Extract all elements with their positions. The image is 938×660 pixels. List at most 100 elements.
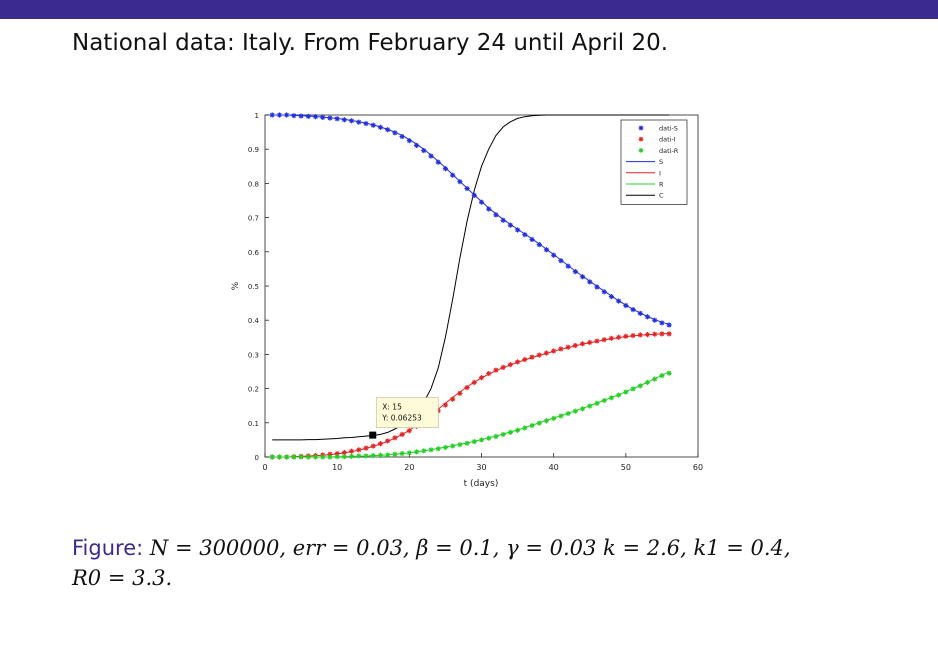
data-point-dati-R	[327, 454, 333, 460]
data-point-dati-R	[493, 433, 499, 440]
data-point-dati-S	[370, 122, 376, 128]
chart: 0 10 20 30 40 50 60 0 0.1 0.2 0.3 0.4 0.5 0.6 0.7 0.8 0.…	[231, 112, 703, 489]
legend-label-I: I	[659, 169, 661, 177]
data-point-dati-R	[276, 454, 283, 460]
data-point-dati-I	[558, 346, 564, 352]
x-tick-label: 0	[262, 463, 267, 472]
data-point-dati-R	[608, 395, 614, 401]
data-point-dati-I	[536, 352, 542, 358]
legend-marker-dati-S	[638, 125, 644, 131]
data-point-dati-R	[623, 389, 629, 395]
data-point-dati-R	[377, 452, 384, 458]
data-point-dati-R	[637, 383, 643, 389]
x-tick-label: 10	[332, 463, 342, 472]
data-point-dati-I	[616, 334, 622, 340]
data-point-dati-S	[507, 222, 513, 228]
data-point-dati-I	[637, 332, 643, 338]
data-point-dati-R	[565, 410, 571, 417]
data-point-dati-R	[630, 386, 636, 392]
data-point-dati-R	[507, 429, 513, 435]
data-point-dati-R	[298, 454, 304, 460]
datatip-marker[interactable]	[369, 431, 377, 439]
data-point-dati-S	[392, 130, 398, 136]
data-point-dati-R	[341, 454, 347, 460]
data-point-dati-R	[644, 379, 651, 386]
x-tick-label: 50	[621, 463, 631, 472]
data-point-dati-S	[579, 274, 586, 280]
x-tick-label: 20	[404, 463, 414, 472]
data-point-dati-S	[298, 113, 304, 119]
data-point-dati-I	[601, 337, 607, 343]
y-tick-label: 0	[255, 454, 259, 462]
y-tick-label: 0.7	[248, 215, 259, 223]
data-point-dati-S	[341, 117, 347, 123]
data-point-dati-I	[652, 331, 658, 337]
data-point-dati-S	[594, 284, 600, 290]
data-point-dati-I	[594, 338, 600, 344]
datatip-x-text: X: 15	[382, 403, 402, 412]
data-point-dati-R	[305, 454, 311, 460]
y-tick-label: 0.2	[248, 386, 259, 394]
data-point-dati-S	[652, 317, 658, 323]
data-point-dati-I	[579, 341, 586, 347]
data-point-dati-S	[284, 112, 290, 118]
caption-label: Figure:	[72, 536, 144, 560]
datatip[interactable]: X: 15 Y: 0.06253	[369, 397, 439, 439]
data-point-dati-S	[493, 212, 499, 218]
data-point-dati-R	[594, 400, 600, 406]
data-point-dati-R	[579, 406, 586, 412]
datatip-y-text: Y: 0.06253	[381, 414, 422, 423]
data-point-dati-R	[652, 376, 658, 382]
y-tick-label: 1	[255, 112, 259, 120]
data-point-dati-R	[536, 420, 542, 426]
legend-label-dati-R: dati-R	[659, 147, 679, 155]
data-point-dati-R	[284, 454, 290, 460]
data-point-dati-I	[450, 396, 456, 402]
y-tick-label: 0.6	[248, 249, 260, 257]
data-point-dati-R	[514, 427, 521, 433]
data-point-dati-S	[464, 185, 470, 192]
data-point-dati-I	[500, 364, 506, 370]
data-point-dati-R	[385, 452, 391, 458]
data-point-dati-S	[471, 192, 477, 198]
data-point-dati-S	[666, 322, 672, 328]
data-point-dati-S	[349, 118, 355, 124]
data-point-dati-I	[543, 350, 550, 356]
data-point-dati-R	[363, 453, 369, 459]
data-point-dati-S	[334, 116, 340, 122]
slide-title: National data: Italy. From February 24 u…	[72, 30, 669, 56]
y-tick-label: 0.5	[248, 283, 259, 291]
data-point-dati-S	[659, 320, 665, 326]
data-point-dati-S	[500, 217, 506, 223]
data-point-dati-R	[421, 448, 427, 454]
data-point-dati-R	[442, 444, 449, 451]
data-point-dati-R	[406, 450, 412, 456]
data-point-dati-S	[428, 153, 434, 159]
data-point-dati-S	[601, 289, 607, 295]
data-point-dati-R	[666, 370, 672, 376]
figure-caption: Figure: N = 300000, err = 0.03, β = 0.1,…	[72, 533, 872, 593]
data-point-dati-R	[601, 397, 607, 404]
y-tick-label: 0.8	[248, 180, 259, 188]
data-point-dati-I	[399, 431, 405, 438]
data-point-dati-I	[370, 443, 376, 449]
x-tick-label: 30	[476, 463, 486, 472]
data-point-dati-I	[514, 359, 521, 365]
legend-label-S: S	[659, 158, 663, 166]
data-point-dati-I	[349, 448, 355, 454]
datatip-box	[375, 397, 439, 428]
data-point-dati-I	[356, 447, 362, 453]
data-point-dati-S	[450, 172, 456, 178]
data-point-dati-I	[392, 435, 398, 441]
x-axis-label: t (days)	[464, 479, 499, 489]
data-point-dati-R	[435, 446, 441, 452]
data-point-dati-R	[457, 442, 463, 448]
data-point-dati-I	[471, 379, 477, 386]
y-axis-label: %	[231, 281, 241, 290]
data-point-dati-S	[558, 258, 564, 264]
data-point-dati-S	[587, 279, 593, 285]
x-tick-label: 40	[549, 463, 559, 472]
data-point-dati-R	[349, 453, 355, 459]
data-point-dati-I	[493, 367, 499, 373]
